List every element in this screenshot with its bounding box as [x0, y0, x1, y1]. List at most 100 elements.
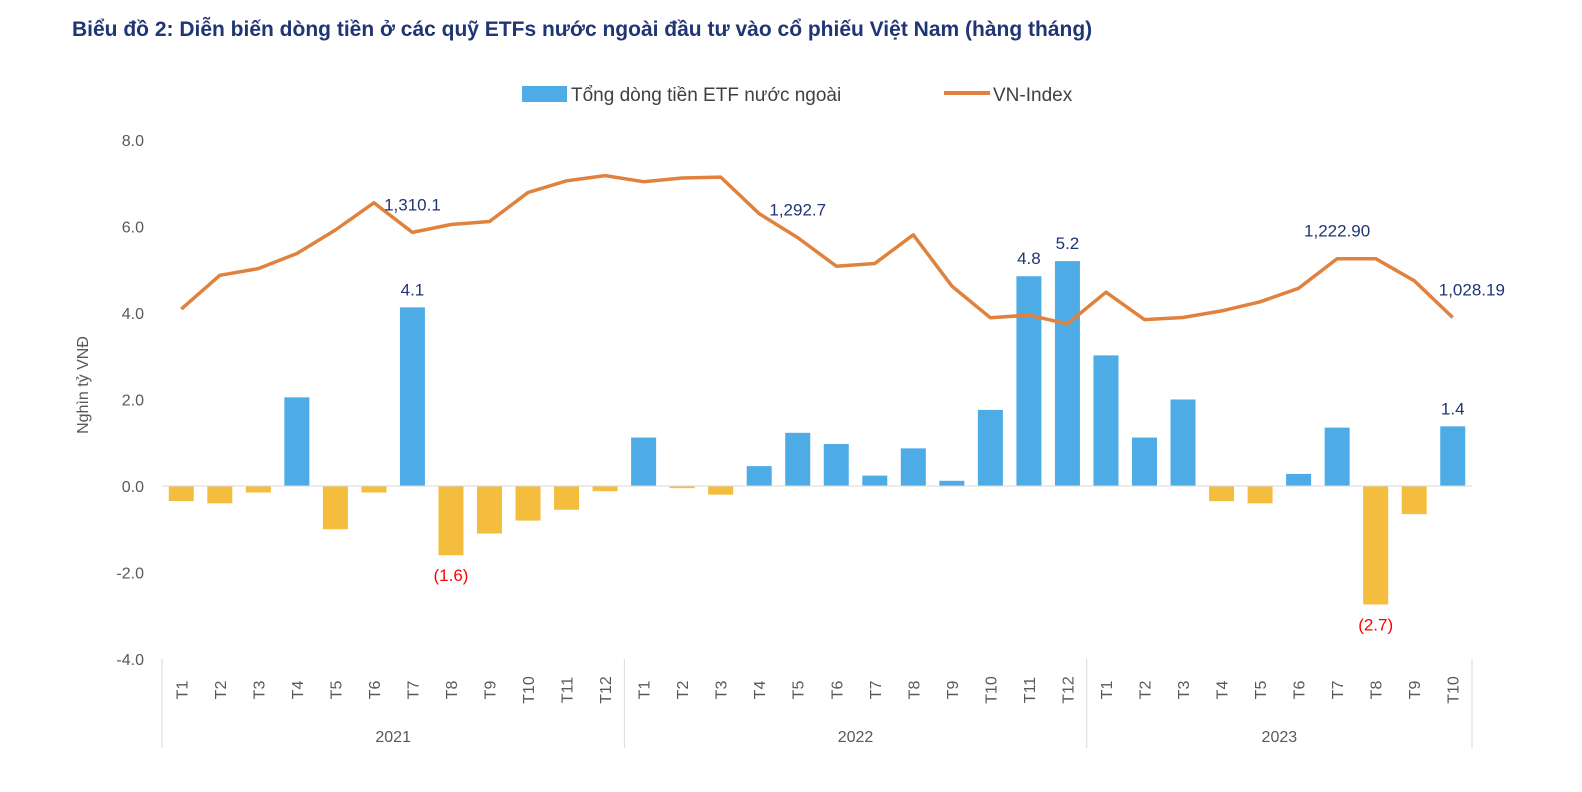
- x-tick-label: T8: [906, 681, 923, 700]
- bar: [1440, 426, 1466, 486]
- bar: [207, 486, 233, 504]
- x-tick-label: T6: [829, 681, 846, 700]
- bar: [1401, 486, 1427, 515]
- bar: [245, 486, 271, 493]
- legend-label-bar: Tổng dòng tiền ETF nước ngoài: [571, 85, 841, 106]
- y-tick-label: -4.0: [116, 652, 144, 669]
- bar: [515, 486, 541, 521]
- x-tick-label: T7: [405, 681, 422, 700]
- x-tick-label: T8: [1369, 681, 1386, 700]
- x-tick-label: T4: [752, 681, 769, 700]
- bar: [669, 486, 695, 489]
- bar: [1132, 437, 1157, 486]
- year-label: 2021: [375, 729, 411, 746]
- bar-data-label: 4.8: [1017, 249, 1041, 268]
- year-label: 2023: [1262, 729, 1298, 746]
- x-tick-label: T9: [483, 681, 500, 700]
- x-tick-label: T1: [174, 681, 191, 700]
- bar: [823, 444, 849, 486]
- x-tick-label: T6: [367, 681, 384, 700]
- bar: [399, 307, 425, 486]
- bar: [168, 486, 194, 502]
- bar: [785, 432, 811, 486]
- bar: [631, 437, 657, 486]
- bar-data-label: 1.4: [1441, 399, 1465, 418]
- chart-title: Biểu đồ 2: Diễn biến dòng tiền ở các quỹ…: [72, 18, 1093, 41]
- y-axis-label: Nghìn tỷ VNĐ: [75, 336, 92, 434]
- x-tick-label: T9: [945, 681, 962, 700]
- bar: [900, 448, 926, 486]
- bar-data-label: (2.7): [1358, 616, 1393, 635]
- x-tick-label: T5: [328, 681, 345, 700]
- y-tick-label: 0.0: [122, 479, 144, 496]
- y-tick-label: 8.0: [122, 133, 144, 150]
- bar: [939, 480, 965, 486]
- x-tick-label: T10: [983, 676, 1000, 704]
- x-tick-label: T2: [213, 681, 230, 700]
- year-label: 2022: [838, 729, 874, 746]
- y-tick-label: 4.0: [122, 306, 144, 323]
- bar: [1209, 486, 1235, 502]
- line-data-label: 1,222.90: [1304, 222, 1370, 241]
- bar: [284, 397, 310, 486]
- bar: [1363, 486, 1389, 605]
- bar: [1324, 427, 1350, 486]
- x-tick-label: T6: [1292, 681, 1309, 700]
- x-tick-label: T3: [1176, 681, 1193, 700]
- bar: [1093, 355, 1119, 486]
- bar: [361, 486, 387, 493]
- vn-index-line: [180, 173, 1454, 326]
- line-series: [180, 173, 1454, 326]
- bar: [977, 409, 1003, 486]
- bar: [322, 486, 348, 530]
- x-tick-label: T9: [1407, 681, 1424, 700]
- bar: [1016, 276, 1042, 486]
- line-data-label: 1,310.1: [384, 195, 441, 214]
- y-tick-label: 6.0: [122, 220, 144, 237]
- x-tick-label: T5: [1253, 681, 1270, 700]
- data-labels: 4.1 (1.6) 4.8 5.2 (2.7) 1.4 1,310.1 1,292.7 1,22…: [384, 195, 1505, 634]
- bar: [477, 486, 502, 534]
- bar: [1286, 473, 1312, 486]
- x-tick-label: T7: [1330, 681, 1347, 700]
- legend-swatch-bar: [522, 86, 567, 102]
- bar: [554, 486, 580, 510]
- bar-data-label: 5.2: [1056, 234, 1080, 253]
- x-tick-label: T1: [637, 681, 654, 700]
- bar: [708, 486, 734, 495]
- x-tick-label: T12: [598, 676, 615, 704]
- bar: [438, 486, 464, 556]
- y-axis-ticks: 8.0 6.0 4.0 2.0 0.0 -2.0 -4.0: [116, 133, 144, 669]
- x-tick-label: T4: [1215, 681, 1232, 700]
- bar: [592, 486, 618, 492]
- x-tick-label: T10: [521, 676, 538, 704]
- y-tick-label: 2.0: [122, 393, 144, 410]
- x-tick-label: T1: [1099, 681, 1116, 700]
- legend-label-line: VN-Index: [993, 85, 1073, 106]
- x-tick-label: T3: [714, 681, 731, 700]
- y-tick-label: -2.0: [116, 566, 144, 583]
- bar-series: [162, 261, 1472, 605]
- x-tick-label: T8: [444, 681, 461, 700]
- line-data-label: 1,292.7: [769, 201, 826, 220]
- chart-legend: Tổng dòng tiền ETF nước ngoài VN-Index: [522, 85, 1073, 106]
- bar: [862, 475, 888, 486]
- bar: [746, 466, 772, 486]
- bar-data-label: (1.6): [433, 566, 468, 585]
- bar: [1247, 486, 1273, 504]
- bar: [1054, 261, 1080, 486]
- x-tick-label: T3: [251, 681, 268, 700]
- x-axis: T1 T2 T3 T4 T5 T6 T7 T8 T9 T10 T11 T12 T1 T2 T3 T4 T5 T6 T…: [161, 659, 1473, 748]
- x-tick-label: T4: [290, 681, 307, 700]
- x-tick-label: T11: [560, 677, 577, 703]
- x-tick-label: T10: [1446, 676, 1463, 704]
- x-tick-label: T11: [1022, 677, 1039, 703]
- x-tick-label: T2: [1138, 681, 1155, 700]
- bar: [1170, 399, 1196, 486]
- x-tick-label: T12: [1060, 676, 1077, 704]
- x-tick-label: T5: [791, 681, 808, 700]
- line-data-label: 1,028.19: [1439, 280, 1505, 299]
- bar-data-label: 4.1: [401, 280, 425, 299]
- x-tick-label: T2: [675, 681, 692, 700]
